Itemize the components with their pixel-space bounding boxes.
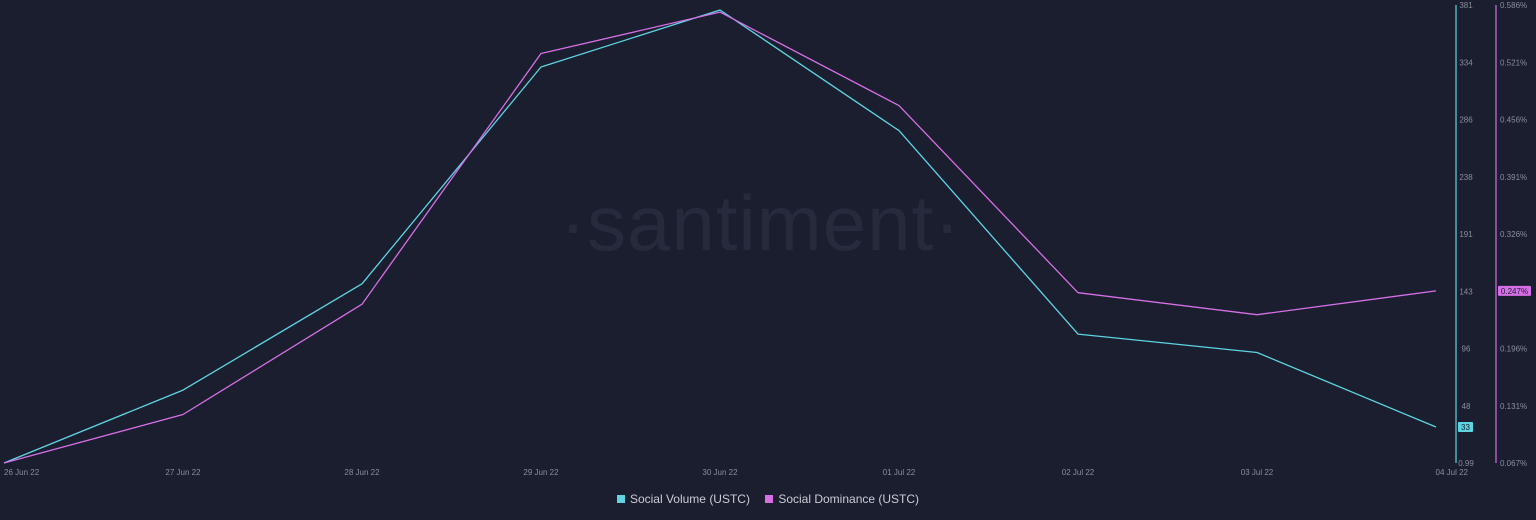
badge-social-volume (1458, 421, 1473, 432)
left-tick-label: 0.99 (1458, 459, 1474, 468)
x-tick-label: 27 Jun 22 (165, 468, 201, 477)
legend-item-social-volume[interactable]: Social Volume (USTC) (616, 492, 750, 506)
legend-label-social-volume: Social Volume (USTC) (629, 492, 750, 506)
x-tick-label: 02 Jul 22 (1062, 468, 1095, 477)
right-tick-label: 0.456% (1500, 116, 1527, 125)
left-tick-label: 96 (1462, 345, 1471, 354)
right-tick-label: 0.391% (1500, 173, 1527, 182)
left-y-axis: 0.99 48 96 143 191 238 286 334 381 (1455, 1, 1474, 468)
left-tick-label: 286 (1459, 116, 1473, 125)
series-line-social-dominance (3, 11, 1437, 464)
legend-label-social-dominance: Social Dominance (USTC) (778, 492, 920, 506)
x-tick-label: 29 Jun 22 (523, 468, 559, 477)
right-y-axis: 0.067%0.131%0.196%0.261%0.326%0.391%0.45… (1495, 1, 1527, 468)
series-line-social-volume (3, 9, 1437, 464)
last-value-badges: 33 0.247% (1458, 285, 1531, 432)
badge-social-volume-text: 33 (1461, 423, 1470, 432)
x-tick-label: 30 Jun 22 (702, 468, 738, 477)
legend-swatch-social-volume (616, 495, 625, 503)
badge-social-dominance (1498, 285, 1531, 296)
x-tick-label: 01 Jul 22 (883, 468, 916, 477)
right-tick-label: 0.586% (1500, 1, 1527, 10)
x-tick-label: 03 Jul 22 (1241, 468, 1274, 477)
legend-swatch-social-dominance (765, 495, 774, 503)
chart-legend: Social Volume (USTC) Social Dominance (U… (0, 492, 1536, 506)
x-tick-label: 26 Jun 22 (4, 468, 40, 477)
x-tick-label: 28 Jun 22 (344, 468, 380, 477)
left-tick-label: 334 (1459, 58, 1473, 67)
x-axis-ticks: 26 Jun 22 27 Jun 22 28 Jun 22 29 Jun 22 30 J… (4, 468, 1469, 477)
badge-social-dominance-text: 0.247% (1501, 287, 1528, 296)
series-layer (3, 9, 1437, 464)
right-tick-label: 0.521% (1500, 58, 1527, 67)
left-tick-label: 143 (1459, 287, 1473, 296)
right-tick-label: 0.326% (1500, 230, 1527, 239)
x-tick-label: 04 Jul 22 (1436, 468, 1469, 477)
left-tick-label: 238 (1459, 173, 1473, 182)
right-tick-label: 0.196% (1500, 345, 1527, 354)
right-tick-label: 0.131% (1500, 402, 1527, 411)
left-tick-label: 48 (1462, 402, 1471, 411)
right-tick-label: 0.067% (1500, 459, 1527, 468)
left-tick-label: 191 (1459, 230, 1473, 239)
legend-item-social-dominance[interactable]: Social Dominance (USTC) (765, 492, 919, 506)
left-tick-label: 381 (1459, 1, 1473, 10)
